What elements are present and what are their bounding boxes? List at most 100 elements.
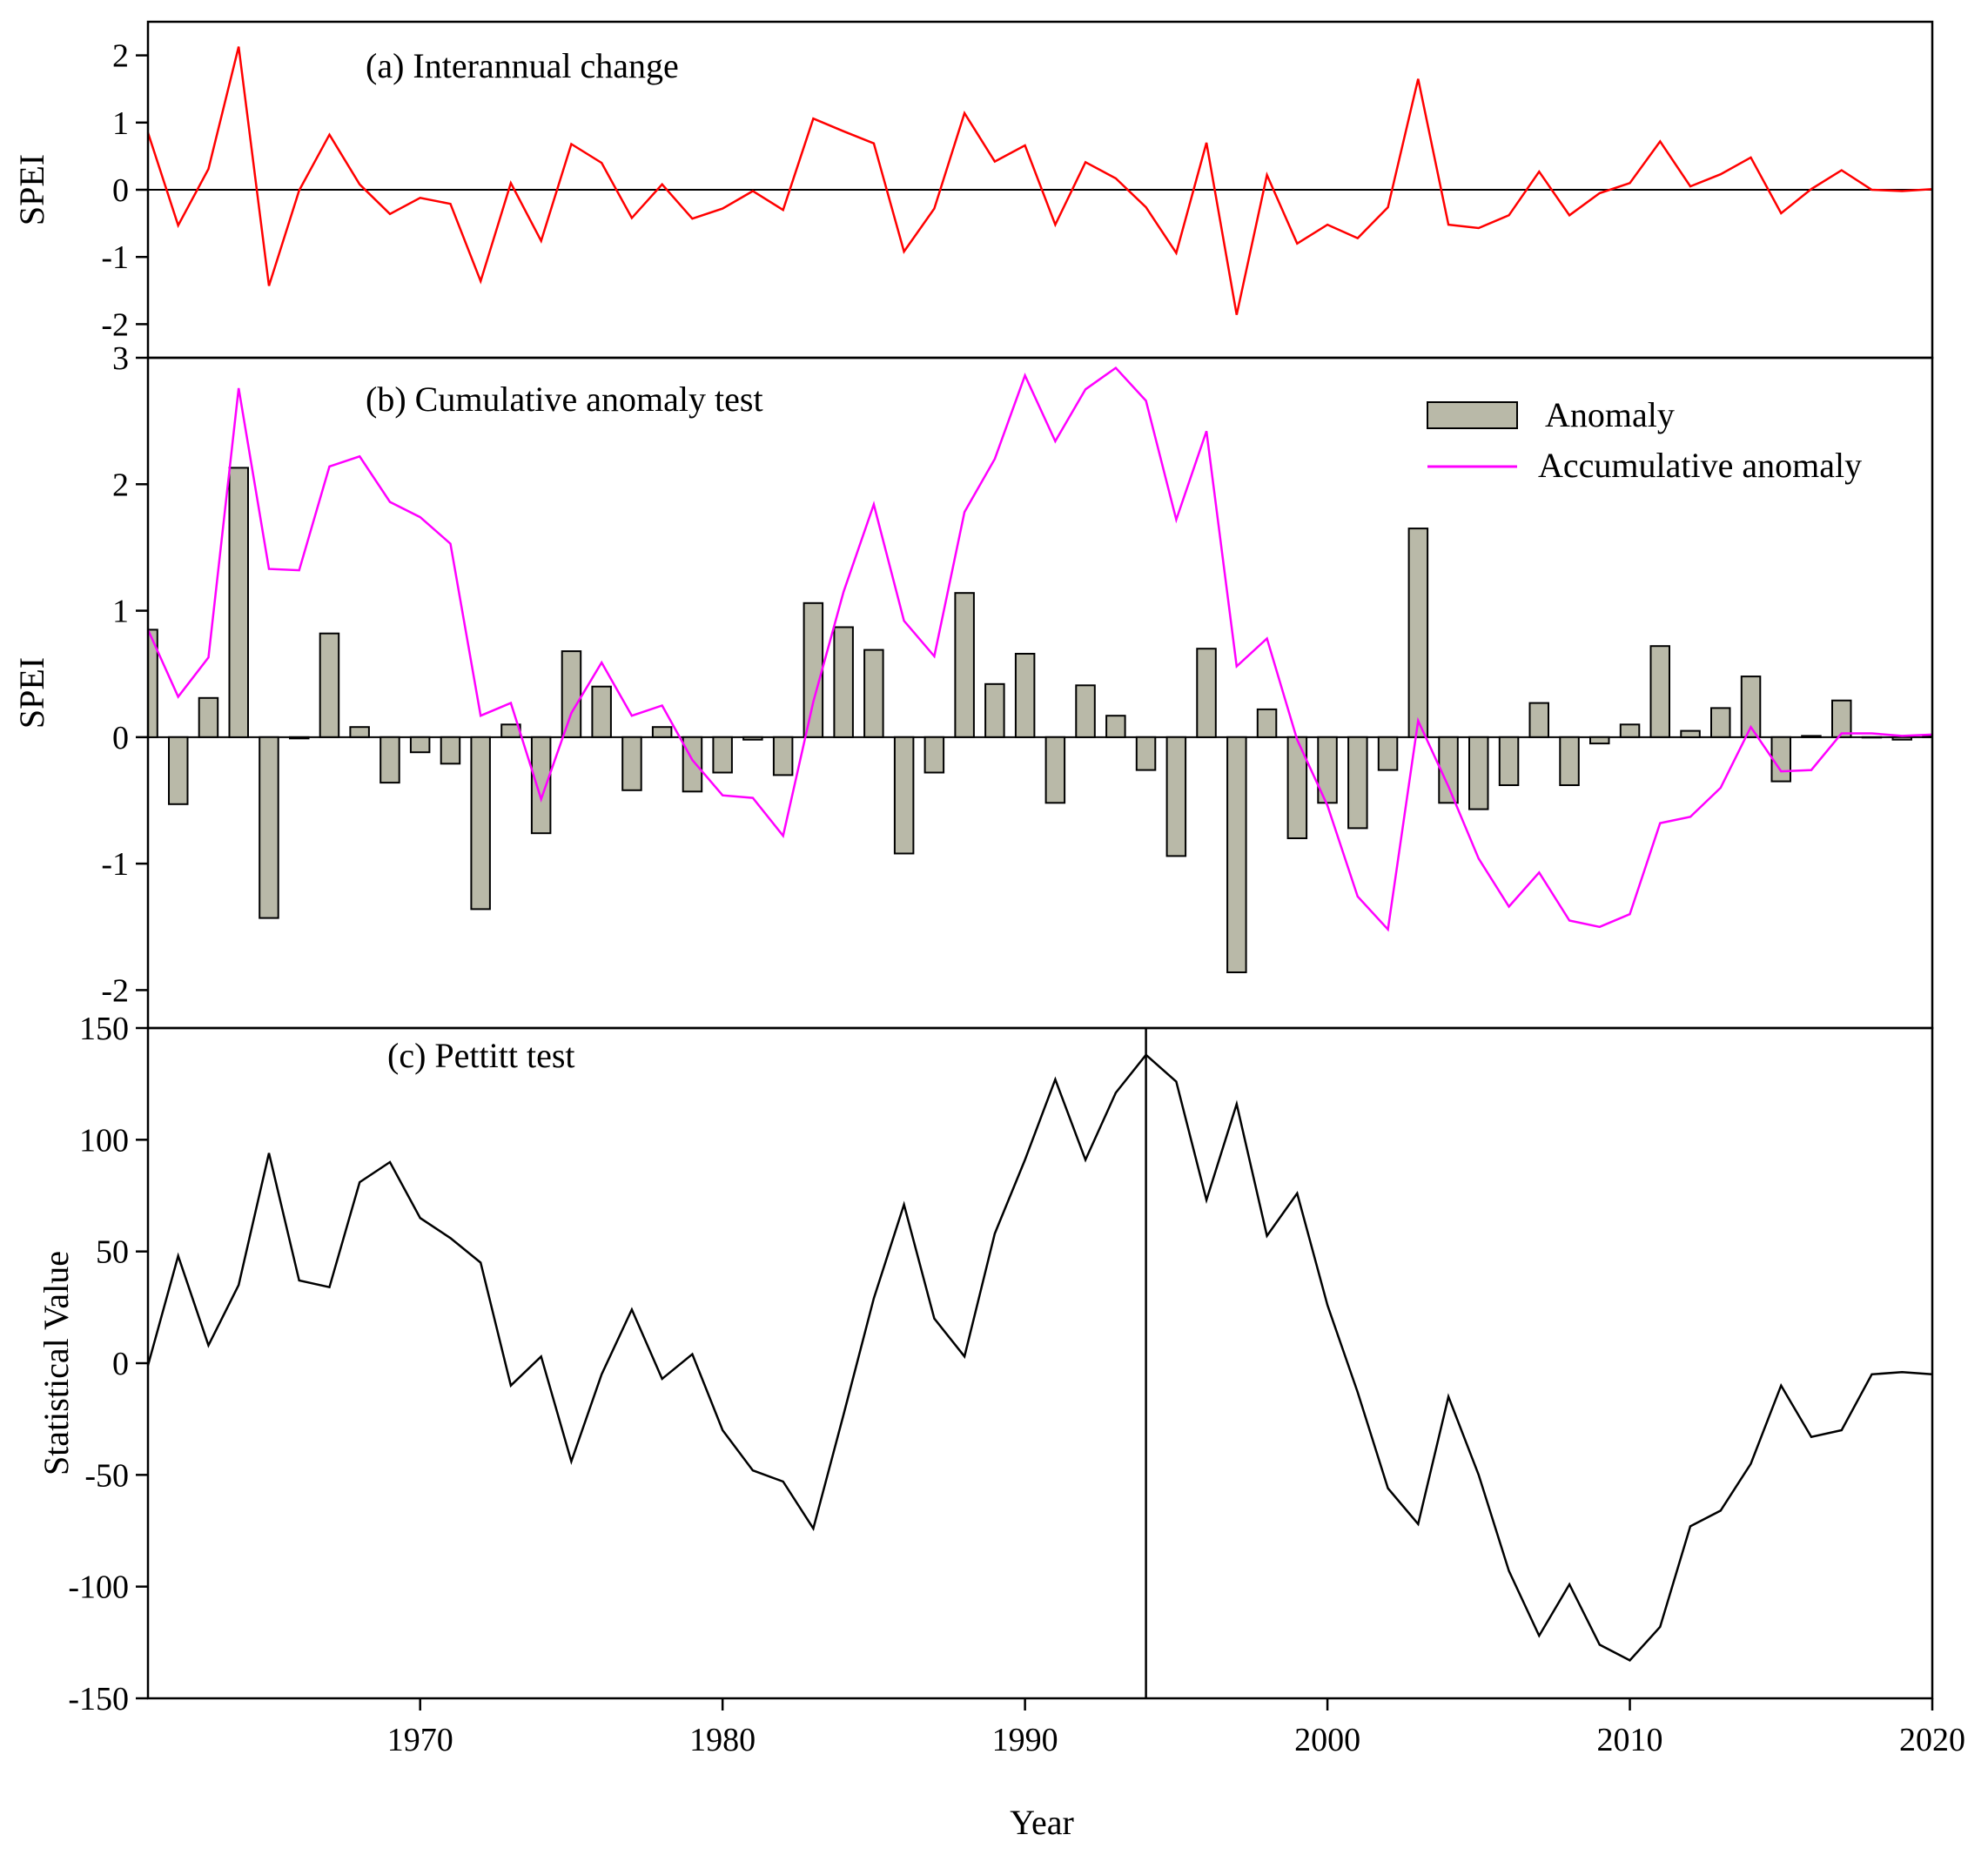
anomaly-bar (1014, 653, 1036, 738)
panel-b-y-tick-label: -2 (101, 972, 129, 1009)
anomaly-bar (803, 602, 824, 738)
panel-c-y-tick-label: -50 (84, 1457, 129, 1494)
panel-c-y-tick-label: 0 (112, 1346, 129, 1382)
x-tick-label: 2000 (1294, 1722, 1360, 1758)
panel-c-y-tick-label: -150 (68, 1681, 129, 1717)
x-axis-title: Year (1010, 1803, 1074, 1842)
panel-a-plot-area (146, 46, 1933, 315)
anomaly-bar (1075, 684, 1096, 738)
panel-b-y-tick-label: 1 (112, 594, 129, 630)
anomaly-bar (984, 682, 1005, 738)
panel-a-y-tick-label: 2 (112, 38, 129, 75)
anomaly-bar (1498, 736, 1520, 786)
panel-c-y-tick-label: 150 (79, 1011, 129, 1047)
anomaly-bar (530, 736, 552, 835)
panel-a-y-tick-label: -1 (101, 239, 129, 276)
panel-a-y-axis-title: SPEI (12, 154, 51, 225)
anomaly-bar (1559, 736, 1580, 786)
x-tick-label: 2020 (1899, 1722, 1965, 1758)
anomaly-bar (1377, 736, 1399, 771)
x-tick-label: 1970 (387, 1722, 453, 1758)
anomaly-bar (923, 736, 945, 774)
anomaly-bar (1801, 735, 1822, 738)
panel-b-y-tick-label: 3 (112, 340, 129, 377)
panel-c-y-tick-label: 100 (79, 1122, 129, 1159)
anomaly-bar (621, 736, 642, 791)
legend-anomaly-swatch (1427, 401, 1518, 429)
panel-a-y-tick-label: 0 (112, 172, 129, 209)
anomaly-bar (470, 736, 491, 911)
anomaly-bar (440, 736, 461, 765)
legend: Anomaly Accumulative anomaly (1427, 395, 1862, 485)
panel-c-pettitt-test: 150 100 50 0 -50 -100 -150 1970 1980 1990 2000 201… (37, 1011, 1965, 1842)
panel-b-accumulative-line (146, 366, 1933, 932)
anomaly-bar (1044, 736, 1066, 804)
anomaly-bar (1619, 723, 1641, 738)
anomaly-bar (1831, 699, 1852, 738)
anomaly-bar (1770, 736, 1791, 783)
panel-c-title: (c) Pettitt test (387, 1036, 575, 1075)
anomaly-bar (833, 626, 854, 738)
panel-a-y-tick-label: -2 (101, 306, 129, 343)
panel-c-plot-area (146, 1052, 1933, 1662)
anomaly-bar (1528, 702, 1549, 738)
anomaly-bar (1589, 736, 1610, 745)
panel-a-interannual-change: 2 1 0 -1 -2 (a) Interannual change SPEI (12, 20, 1934, 360)
anomaly-bar (954, 592, 975, 738)
anomaly-bar (1438, 736, 1459, 804)
anomaly-bar (1922, 735, 1933, 738)
panel-b-title: (b) Cumulative anomaly test (366, 380, 763, 419)
anomaly-bar (409, 736, 431, 754)
anomaly-bar (228, 467, 249, 738)
panel-c-y-tick-label: 50 (96, 1234, 129, 1271)
anomaly-bar (893, 736, 915, 855)
x-tick-label: 1980 (689, 1722, 756, 1758)
panel-b-y-tick-label: 2 (112, 467, 129, 503)
anomaly-bar (1256, 708, 1278, 738)
panel-c-frame (146, 1026, 1934, 1700)
anomaly-bar (682, 736, 703, 793)
panel-a-y-axis: 2 1 0 -1 -2 (101, 38, 148, 343)
anomaly-bar (259, 736, 279, 919)
anomaly-bar (319, 632, 340, 738)
anomaly-bar (1347, 736, 1368, 830)
anomaly-bar (1680, 729, 1701, 738)
panel-a-title: (a) Interannual change (366, 46, 679, 85)
anomaly-bar (1861, 736, 1883, 739)
anomaly-bar (863, 649, 884, 738)
anomaly-bar (1105, 715, 1126, 738)
anomaly-bar (289, 736, 310, 740)
anomaly-bar (1407, 528, 1429, 738)
panel-b-y-axis-title: SPEI (12, 657, 51, 729)
panel-b-y-tick-label: -1 (101, 846, 129, 883)
legend-accumulative-label: Accumulative anomaly (1538, 446, 1862, 485)
anomaly-bar (1226, 736, 1247, 973)
anomaly-bar (1649, 645, 1670, 738)
panel-c-x-axis: 1970 1980 1990 2000 2010 2020 (387, 1698, 1965, 1758)
anomaly-bar (1165, 736, 1187, 857)
pettitt-statistic-line (146, 1052, 1933, 1662)
panel-c-y-axis: 150 100 50 0 -50 -100 -150 (68, 1011, 148, 1717)
anomaly-bar (349, 726, 370, 738)
legend-anomaly-label: Anomaly (1545, 395, 1675, 434)
anomaly-bar (772, 736, 794, 776)
anomaly-bar (1740, 675, 1762, 738)
anomaly-bar (712, 736, 733, 774)
anomaly-bar (1196, 648, 1217, 738)
anomaly-bar (1710, 707, 1731, 738)
anomaly-bar (379, 736, 400, 784)
accumulative-anomaly-line (146, 366, 1933, 932)
panel-c-y-tick-label: -100 (68, 1569, 129, 1606)
anomaly-bar (1468, 736, 1489, 810)
panel-b-cumulative-anomaly: 3 2 1 0 -1 -2 (b) Cumulative anomaly test SPE… (12, 340, 1934, 1030)
panel-b-y-axis: 3 2 1 0 -1 -2 (101, 340, 148, 1009)
anomaly-bar (168, 736, 189, 805)
anomaly-bar (198, 696, 219, 738)
panel-a-spei-line (146, 46, 1933, 315)
anomaly-bar (561, 650, 582, 738)
anomaly-bar (1891, 736, 1912, 741)
anomaly-bar (651, 726, 673, 738)
panel-b-anomaly-bars (147, 467, 1933, 973)
anomaly-bar (742, 736, 763, 741)
